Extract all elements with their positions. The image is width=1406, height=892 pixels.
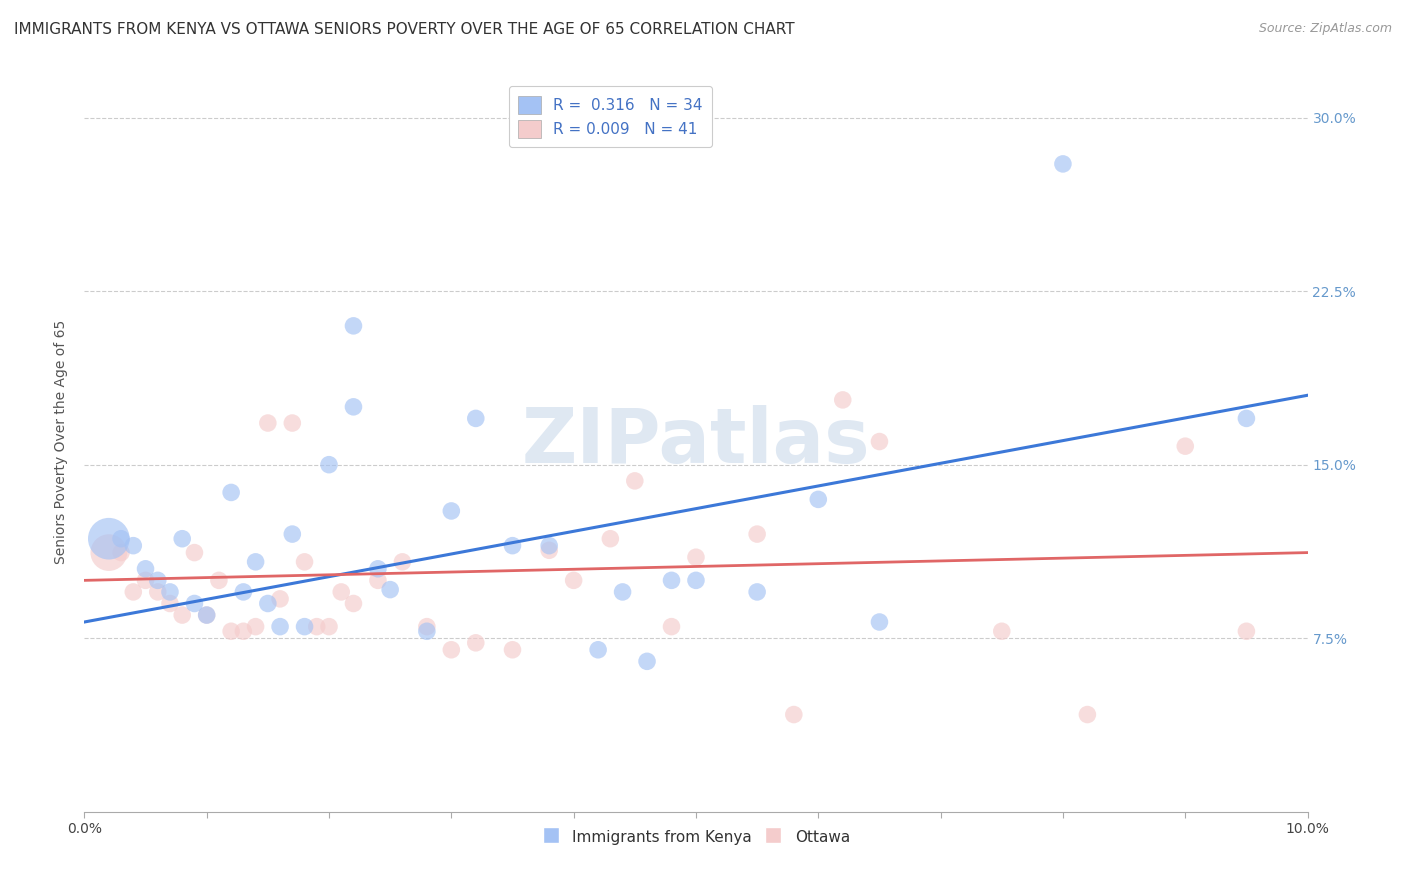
Point — [195, 608, 218, 623]
Point — [831, 392, 853, 407]
Text: IMMIGRANTS FROM KENYA VS OTTAWA SENIORS POVERTY OVER THE AGE OF 65 CORRELATION C: IMMIGRANTS FROM KENYA VS OTTAWA SENIORS … — [14, 22, 794, 37]
Point — [269, 591, 291, 606]
Point — [391, 555, 413, 569]
Point — [586, 642, 609, 657]
Point — [342, 318, 364, 333]
Point — [245, 555, 267, 569]
Y-axis label: Seniors Poverty Over the Age of 65: Seniors Poverty Over the Age of 65 — [55, 319, 69, 564]
Point — [1076, 707, 1098, 722]
Point — [991, 624, 1014, 639]
Point — [159, 585, 181, 599]
Point — [294, 555, 316, 569]
Point — [661, 619, 683, 633]
Point — [159, 597, 181, 611]
Point — [342, 400, 364, 414]
Point — [1052, 157, 1074, 171]
Point — [110, 545, 132, 560]
Point — [146, 574, 169, 588]
Text: ZIPatlas: ZIPatlas — [522, 405, 870, 478]
Point — [183, 597, 205, 611]
Point — [318, 619, 340, 633]
Point — [416, 619, 439, 633]
Point — [257, 416, 280, 430]
Point — [172, 608, 194, 623]
Point — [747, 585, 769, 599]
Point — [183, 545, 205, 560]
Point — [367, 574, 389, 588]
Point — [416, 624, 439, 639]
Point — [440, 642, 463, 657]
Point — [330, 585, 353, 599]
Point — [318, 458, 340, 472]
Point — [305, 619, 328, 633]
Legend: Immigrants from Kenya, Ottawa: Immigrants from Kenya, Ottawa — [534, 821, 858, 852]
Point — [502, 539, 524, 553]
Point — [97, 532, 120, 546]
Point — [257, 597, 280, 611]
Point — [219, 624, 242, 639]
Point — [135, 562, 157, 576]
Point — [562, 574, 585, 588]
Point — [122, 585, 145, 599]
Point — [219, 485, 242, 500]
Point — [1174, 439, 1197, 453]
Point — [538, 543, 561, 558]
Point — [1236, 411, 1258, 425]
Point — [440, 504, 463, 518]
Point — [807, 492, 830, 507]
Point — [464, 636, 486, 650]
Point — [869, 434, 891, 449]
Point — [97, 545, 120, 560]
Point — [380, 582, 402, 597]
Text: Source: ZipAtlas.com: Source: ZipAtlas.com — [1258, 22, 1392, 36]
Point — [135, 574, 157, 588]
Point — [245, 619, 267, 633]
Point — [269, 619, 291, 633]
Point — [122, 539, 145, 553]
Point — [661, 574, 683, 588]
Point — [110, 532, 132, 546]
Point — [281, 416, 304, 430]
Point — [232, 624, 254, 639]
Point — [636, 654, 658, 668]
Point — [342, 597, 364, 611]
Point — [172, 532, 194, 546]
Point — [869, 615, 891, 629]
Point — [685, 574, 707, 588]
Point — [502, 642, 524, 657]
Point — [624, 474, 647, 488]
Point — [685, 550, 707, 565]
Point — [195, 608, 218, 623]
Point — [783, 707, 806, 722]
Point — [599, 532, 621, 546]
Point — [208, 574, 231, 588]
Point — [1236, 624, 1258, 639]
Point — [281, 527, 304, 541]
Point — [747, 527, 769, 541]
Point — [146, 585, 169, 599]
Point — [538, 539, 561, 553]
Point — [464, 411, 486, 425]
Point — [367, 562, 389, 576]
Point — [232, 585, 254, 599]
Point — [612, 585, 634, 599]
Point — [294, 619, 316, 633]
